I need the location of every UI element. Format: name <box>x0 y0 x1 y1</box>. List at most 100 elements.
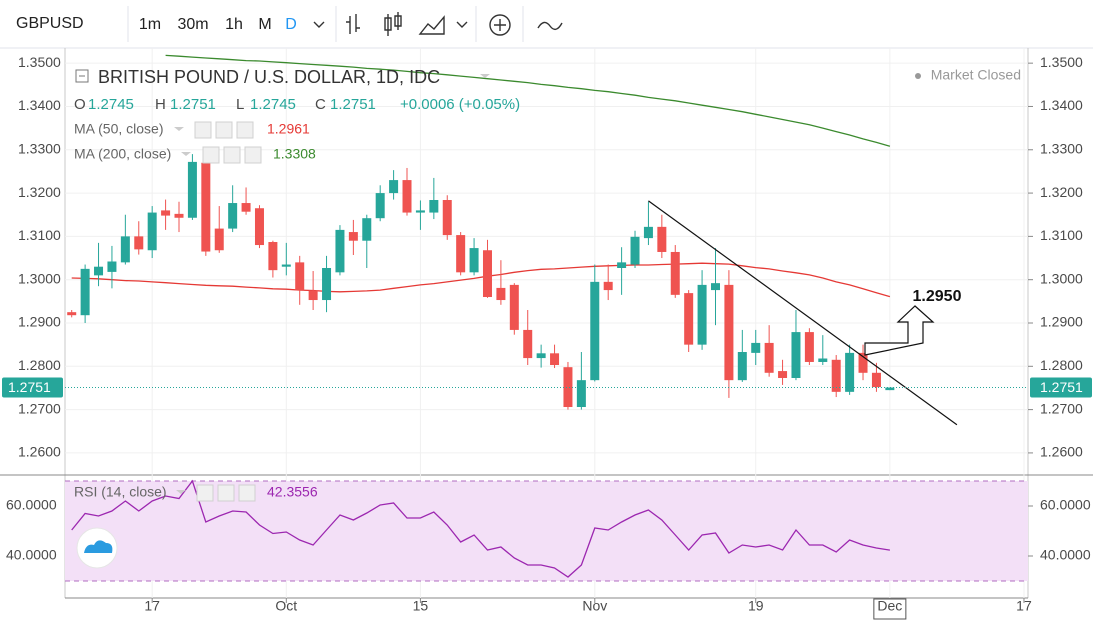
candle-body <box>791 332 801 378</box>
remove-icon[interactable] <box>236 121 254 139</box>
candle-body <box>684 293 694 345</box>
candle-body <box>201 162 211 252</box>
candle-body <box>389 180 399 194</box>
y-tick-label: 1.3500 <box>1040 54 1083 70</box>
y-tick-label: 1.3400 <box>1040 97 1083 113</box>
eye-icon[interactable] <box>196 484 214 502</box>
y-tick-label: 1.3200 <box>1040 184 1083 200</box>
x-tick-label: 19 <box>748 598 764 614</box>
ohlc-value: 1.2745 <box>88 96 134 113</box>
candle-body <box>147 212 157 251</box>
y-tick-label: 1.2800 <box>1040 357 1083 373</box>
candle-body <box>710 283 720 291</box>
moving-average <box>165 54 891 147</box>
candle-body <box>335 229 345 273</box>
settings-icon[interactable] <box>217 484 235 502</box>
candle-body <box>362 218 372 241</box>
candle-body <box>174 213 184 218</box>
y-tick-label: 1.2900 <box>18 314 61 330</box>
candle-body <box>630 236 640 265</box>
change: +0.0006 (+0.05%) <box>400 96 520 113</box>
legend-menu[interactable] <box>181 152 191 156</box>
indicators-icon[interactable] <box>489 14 511 36</box>
toolbar: GBPUSD 1m 30m 1h M D <box>0 0 1093 49</box>
legend-menu[interactable] <box>176 490 186 494</box>
toolbar-bg <box>0 0 1093 48</box>
candle-body <box>657 226 667 252</box>
candle-body <box>254 208 264 246</box>
y-tick-label: 1.3000 <box>18 270 61 286</box>
ohlc-value: 1.2745 <box>250 96 296 113</box>
y-tick-label: 1.3500 <box>18 54 61 70</box>
candle-body <box>429 200 439 213</box>
y-tick-label: 1.3100 <box>1040 227 1083 243</box>
ma200-value: 1.3308 <box>273 146 316 162</box>
candle-body <box>563 367 573 408</box>
candle-body <box>107 261 117 272</box>
annotation-label: 1.2950 <box>913 288 962 305</box>
y-tick-label: 1.3000 <box>1040 270 1083 286</box>
interval-active[interactable]: D <box>285 16 297 33</box>
candle-body <box>871 372 881 388</box>
candle-body <box>214 228 224 251</box>
candle-body <box>831 359 841 392</box>
interval[interactable]: 1h <box>225 16 243 33</box>
chart-type-menu[interactable] <box>456 21 468 28</box>
candle-body <box>120 236 130 263</box>
eye-icon[interactable] <box>194 121 212 139</box>
candle-body <box>375 193 385 219</box>
y-tick-label: 1.2600 <box>1040 444 1083 460</box>
x-tick-label: Dec <box>877 598 902 614</box>
candle-body <box>94 266 104 276</box>
candle-body <box>751 342 761 353</box>
price-pane <box>65 54 1028 426</box>
legend-menu[interactable] <box>174 127 184 131</box>
rsi-value: 42.3556 <box>267 484 318 500</box>
ohlc-value: 1.2751 <box>170 96 216 113</box>
interval[interactable]: 1m <box>139 16 161 33</box>
candle-body <box>804 332 814 362</box>
y-tick-label: 1.3100 <box>18 227 61 243</box>
x-tick-label: Oct <box>275 598 297 614</box>
bars-icon[interactable] <box>346 14 360 34</box>
candle-body <box>268 242 278 271</box>
candle-body <box>737 352 747 381</box>
candle-body <box>697 284 707 345</box>
y-tick-label: 60.0000 <box>6 497 57 513</box>
last-price-label: 1.2751 <box>1040 379 1083 395</box>
settings-icon[interactable] <box>223 146 241 164</box>
candle-body <box>496 287 506 301</box>
status-dot <box>915 73 921 79</box>
y-tick-label: 1.2700 <box>1040 400 1083 416</box>
remove-icon[interactable] <box>244 146 262 164</box>
candle-body <box>67 312 77 316</box>
settings-icon[interactable] <box>215 121 233 139</box>
y-tick-label: 40.0000 <box>1040 547 1091 563</box>
area-icon[interactable] <box>418 15 445 35</box>
ohlc-label: C <box>315 96 326 113</box>
candle-body <box>80 268 90 316</box>
candle-body <box>536 353 546 359</box>
indicators-plus <box>494 19 506 31</box>
remove-icon[interactable] <box>238 484 256 502</box>
collapse-icon[interactable] <box>75 69 89 83</box>
y-tick-label: 1.2800 <box>18 357 61 373</box>
interval[interactable]: 30m <box>177 16 208 33</box>
candle-body <box>590 281 600 381</box>
title-menu[interactable] <box>480 74 490 78</box>
interval-menu[interactable] <box>313 21 325 28</box>
candle-body <box>858 352 868 373</box>
symbol[interactable]: GBPUSD <box>16 15 84 32</box>
candles-icon[interactable] <box>384 12 402 36</box>
ohlc-value: 1.2751 <box>330 96 376 113</box>
interval[interactable]: M <box>258 16 271 33</box>
y-tick-label: 60.0000 <box>1040 497 1091 513</box>
eye-icon[interactable] <box>202 146 220 164</box>
annotation: 1.2950 <box>864 288 962 356</box>
compare-icon[interactable] <box>537 21 563 31</box>
candle-body <box>281 264 291 267</box>
candle-body <box>228 203 238 229</box>
candle-body <box>603 281 613 291</box>
moving-average <box>71 262 891 298</box>
